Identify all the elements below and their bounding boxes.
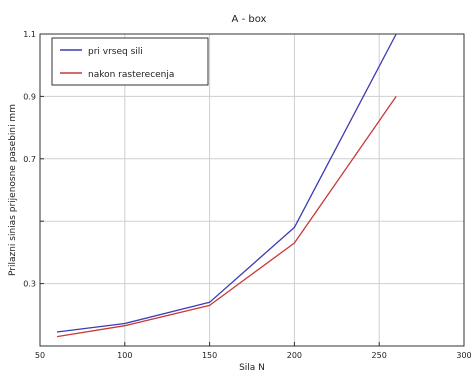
y-tick-label: 0.9 — [23, 92, 36, 101]
x-tick-label: 100 — [117, 351, 132, 360]
x-axis-label: Sila N — [239, 363, 265, 373]
legend-label-nakon-rasterecenja: nakon rasterecenja — [88, 70, 174, 80]
x-tick-label: 300 — [456, 351, 471, 360]
legend-box — [51, 37, 209, 86]
y-axis: 0.3 0.7 0.9 1.1 — [23, 30, 44, 347]
chart-title: A - box — [232, 14, 267, 25]
plot-frame — [39, 33, 465, 347]
y-tick-label: 1.1 — [23, 30, 36, 39]
y-axis-label: Prilazni sinias prijenosne pasebini mm — [8, 104, 18, 276]
y-tick-label: 0.7 — [23, 155, 36, 164]
series-line-1 — [56, 96, 397, 338]
legend: pri vrseq sili nakon rasterecenja — [51, 37, 209, 86]
x-tick-label: 50 — [35, 351, 45, 360]
x-tick-label: 150 — [202, 351, 217, 360]
x-tick-label: 250 — [372, 351, 387, 360]
y-tick-label: 0.3 — [23, 280, 36, 289]
x-axis: 50 100 150 200 250 300 — [35, 342, 472, 360]
series-lines — [56, 33, 397, 338]
x-tick-label: 200 — [287, 351, 302, 360]
series-line-0 — [56, 33, 397, 333]
grid — [40, 34, 464, 346]
legend-label-pri-vrseq-sili: pri vrseq sili — [88, 47, 143, 57]
